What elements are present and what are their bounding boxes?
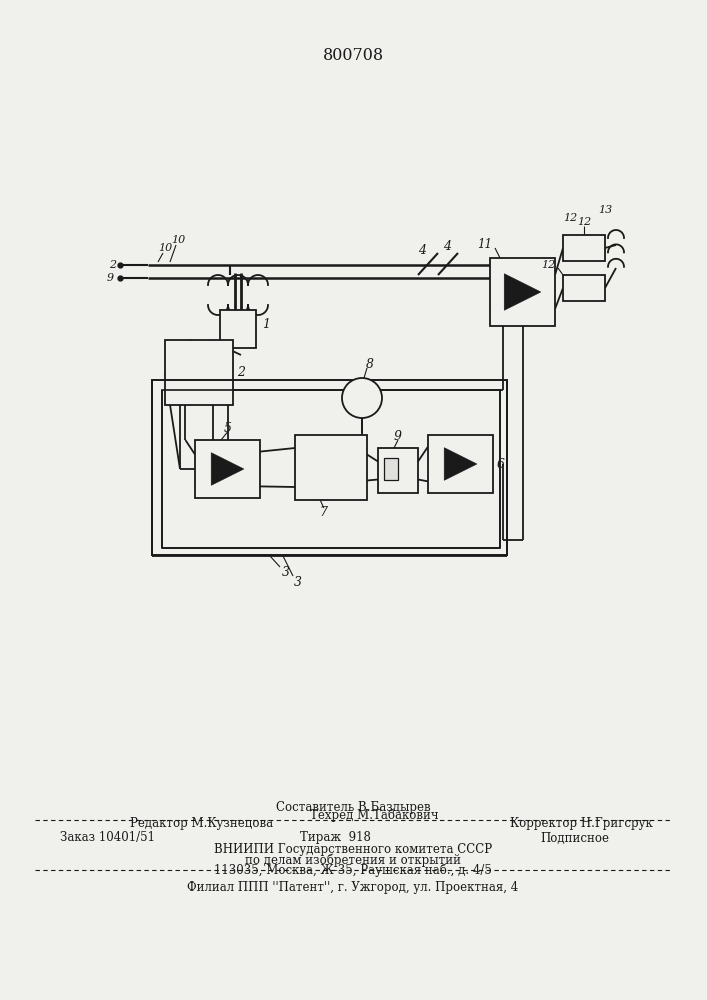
Text: по делам изобретения и открытий: по делам изобретения и открытий bbox=[245, 853, 461, 867]
Text: Техред М.Табакович: Техред М.Табакович bbox=[310, 808, 438, 822]
Text: 3: 3 bbox=[294, 576, 302, 588]
Text: 8: 8 bbox=[366, 358, 374, 370]
Text: 9: 9 bbox=[394, 430, 402, 442]
Text: 7: 7 bbox=[320, 506, 328, 520]
Bar bbox=[152, 380, 507, 555]
Text: Филиал ППП ''Патент'', г. Ужгород, ул. Проектная, 4: Филиал ППП ''Патент'', г. Ужгород, ул. П… bbox=[187, 880, 519, 894]
Text: 10: 10 bbox=[158, 243, 172, 253]
Text: 113035, Москва, Ж-35, Раушская наб., д. 4/5: 113035, Москва, Ж-35, Раушская наб., д. … bbox=[214, 863, 492, 877]
Text: 6: 6 bbox=[497, 458, 505, 471]
Text: 800708: 800708 bbox=[322, 46, 384, 64]
Bar bbox=[295, 435, 367, 500]
Polygon shape bbox=[504, 274, 541, 310]
Bar bbox=[220, 310, 256, 348]
Text: Подписное: Подписное bbox=[540, 832, 609, 844]
Text: 4: 4 bbox=[443, 239, 451, 252]
Bar bbox=[428, 435, 493, 493]
Text: Редактор М.Кузнецова: Редактор М.Кузнецова bbox=[130, 816, 273, 830]
Bar bbox=[378, 448, 418, 493]
Bar bbox=[162, 390, 500, 548]
Text: 4: 4 bbox=[418, 243, 426, 256]
Bar bbox=[563, 275, 605, 301]
Text: 2: 2 bbox=[237, 366, 245, 379]
Text: Тираж  918: Тираж 918 bbox=[300, 832, 371, 844]
Text: 2: 2 bbox=[110, 260, 117, 270]
Text: ВНИИПИ Государственного комитета СССР: ВНИИПИ Государственного комитета СССР bbox=[214, 844, 492, 856]
Polygon shape bbox=[211, 453, 244, 485]
Text: Составитель В.Баздырев: Составитель В.Баздырев bbox=[276, 802, 431, 814]
Polygon shape bbox=[444, 448, 477, 480]
Text: 5: 5 bbox=[223, 422, 231, 434]
Text: 12: 12 bbox=[541, 260, 555, 270]
Bar bbox=[384, 458, 398, 480]
Text: 12: 12 bbox=[577, 217, 591, 227]
Text: 9: 9 bbox=[107, 273, 114, 283]
Bar bbox=[563, 235, 605, 261]
Text: 13: 13 bbox=[598, 205, 612, 215]
Bar bbox=[490, 258, 555, 326]
Text: Заказ 10401/51: Заказ 10401/51 bbox=[60, 832, 155, 844]
Bar bbox=[165, 340, 233, 405]
Text: Корректор Н.Григсрук: Корректор Н.Григсрук bbox=[510, 816, 653, 830]
Bar bbox=[195, 440, 260, 498]
Text: 3: 3 bbox=[282, 566, 290, 578]
Text: 12: 12 bbox=[563, 213, 577, 223]
Text: 11: 11 bbox=[477, 237, 493, 250]
Circle shape bbox=[342, 378, 382, 418]
Text: 1: 1 bbox=[262, 318, 270, 332]
Text: 10: 10 bbox=[171, 235, 185, 245]
